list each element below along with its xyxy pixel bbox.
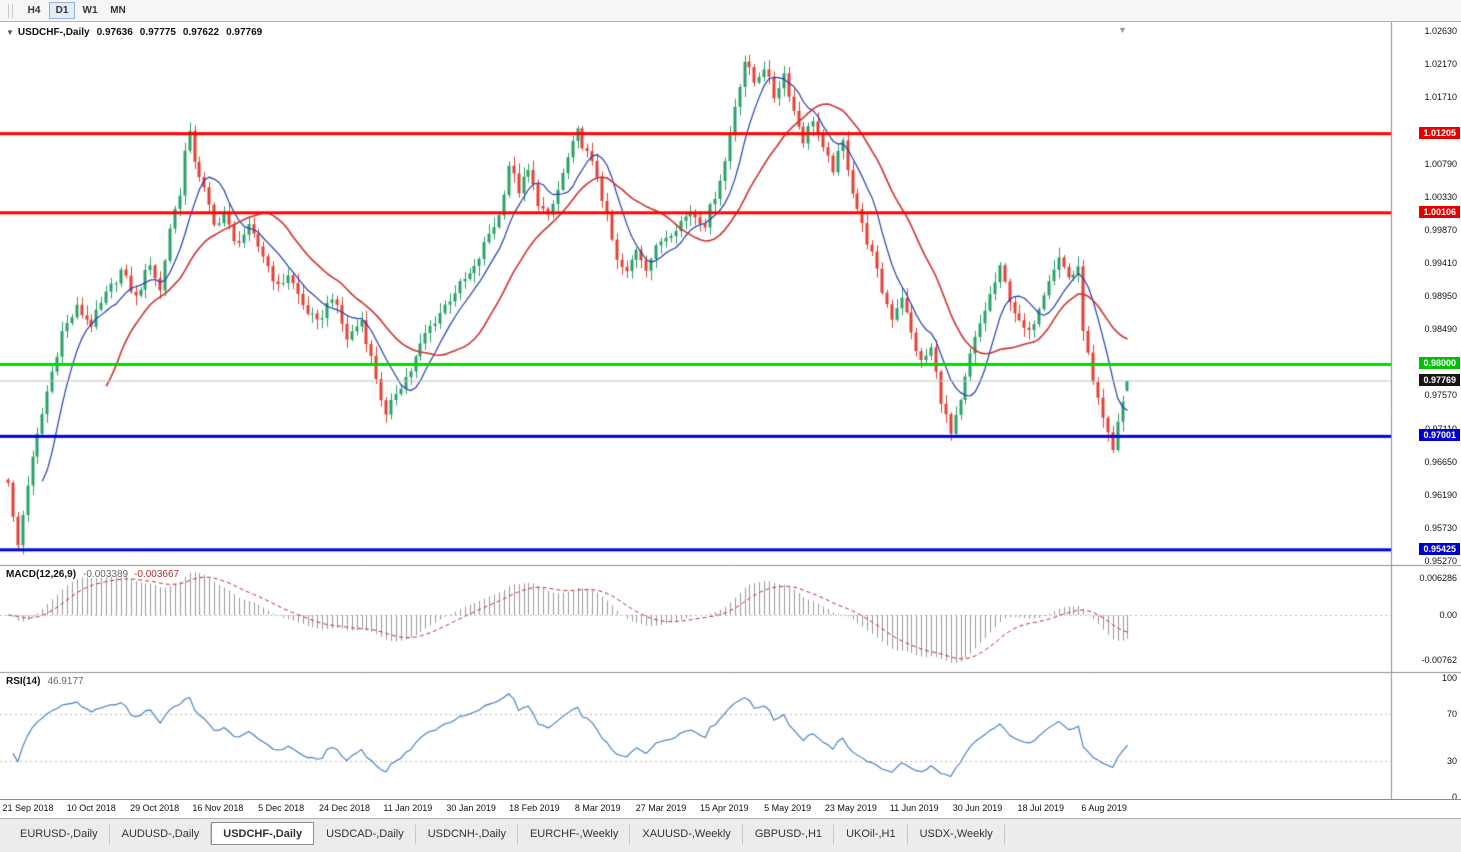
symbol-tab-ukoil-h1[interactable]: UKOil-,H1 bbox=[834, 824, 908, 845]
price-axis-label: 0.97570 bbox=[1424, 390, 1457, 401]
rsi-axis-label: 30 bbox=[1446, 756, 1457, 767]
chart-canvas[interactable] bbox=[0, 22, 1461, 799]
rsi-axis-label: 100 bbox=[1441, 673, 1457, 683]
price-axis-label: 1.02630 bbox=[1424, 26, 1457, 37]
price-axis-badge-1.00106: 1.00106 bbox=[1419, 205, 1460, 218]
price-axis-badge-1.01205: 1.01205 bbox=[1419, 126, 1460, 139]
date-axis-label: 27 Mar 2019 bbox=[635, 803, 687, 813]
price-axis-label: 1.00330 bbox=[1424, 191, 1457, 202]
price-axis-label: 0.98490 bbox=[1424, 324, 1457, 335]
date-axis-label: 24 Dec 2018 bbox=[318, 803, 371, 813]
symbol-tabs: EURUSD-,Daily AUDUSD-,Daily USDCHF-,Daily U… bbox=[8, 822, 1005, 845]
price-axis-badge-0.97769: 0.97769 bbox=[1419, 374, 1460, 387]
chart-shift-marker-icon: ▼ bbox=[1118, 25, 1127, 35]
macd-value: -0.003389 bbox=[83, 569, 129, 580]
price-axis-badge-0.98000: 0.98000 bbox=[1419, 357, 1460, 370]
date-axis-label: 18 Jul 2019 bbox=[1017, 803, 1065, 813]
macd-axis-label: 0.006286 bbox=[1419, 573, 1457, 584]
price-axis-label: 0.96650 bbox=[1424, 456, 1457, 467]
low-value: 0.97622 bbox=[182, 27, 220, 38]
timeframe-buttons: H4 D1 W1 MN bbox=[21, 2, 133, 19]
price-axis-label: 0.95730 bbox=[1424, 522, 1457, 533]
price-axis-label: 0.99410 bbox=[1424, 257, 1457, 268]
price-axis[interactable]: 1.02630 1.02170 1.01710 1.00790 1.00330 0.998… bbox=[1391, 22, 1461, 802]
price-axis-label: 0.96190 bbox=[1424, 489, 1457, 500]
high-value: 0.97775 bbox=[139, 27, 176, 38]
price-axis-badge-0.95425: 0.95425 bbox=[1419, 542, 1460, 555]
rsi-axis-label: 70 bbox=[1446, 708, 1457, 719]
date-axis-label: 5 Dec 2018 bbox=[258, 803, 305, 813]
price-axis-label: 0.99870 bbox=[1424, 224, 1457, 235]
date-axis-label: 10 Oct 2018 bbox=[66, 803, 116, 813]
symbol-period-label: USDCHF-,Daily bbox=[17, 27, 90, 38]
symbol-tab-usdchf-daily[interactable]: USDCHF-,Daily bbox=[211, 822, 315, 845]
date-axis-label: 16 Nov 2018 bbox=[192, 803, 244, 813]
macd-signal-value: -0.003667 bbox=[134, 569, 180, 580]
chart-window: ▼ USDCHF-,Daily 0.97636 0.97775 0.97622 0.977… bbox=[0, 22, 1461, 818]
open-value: 0.97636 bbox=[96, 27, 133, 38]
oneclick-collapse-icon[interactable]: ▼ bbox=[6, 28, 14, 37]
price-axis-label: 1.01710 bbox=[1424, 92, 1457, 103]
symbol-tab-gbpusd-h1[interactable]: GBPUSD-,H1 bbox=[743, 824, 835, 845]
close-value: 0.97769 bbox=[226, 27, 263, 38]
timeframe-button-mn[interactable]: MN bbox=[110, 5, 126, 16]
rsi-name: RSI(14) bbox=[6, 676, 41, 687]
chart-ohlc-header: ▼ USDCHF-,Daily 0.97636 0.97775 0.97622 0.977… bbox=[6, 27, 262, 38]
price-axis-label: 0.95270 bbox=[1424, 556, 1457, 566]
date-axis[interactable]: 21 Sep 2018 10 Oct 2018 29 Oct 2018 16 Nov … bbox=[0, 799, 1461, 818]
timeframe-button-d1[interactable]: D1 bbox=[49, 2, 75, 19]
toolbar-grip[interactable] bbox=[8, 3, 13, 18]
date-axis-label: 6 Aug 2019 bbox=[1081, 803, 1127, 813]
date-axis-label: 11 Jan 2019 bbox=[383, 803, 433, 813]
symbol-tab-eurchf-weekly[interactable]: EURCHF-,Weekly bbox=[518, 824, 631, 845]
rsi-value: 46.9177 bbox=[47, 676, 84, 687]
macd-indicator-label: MACD(12,26,9) -0.003389 -0.003667 bbox=[6, 569, 179, 580]
date-axis-label: 29 Oct 2018 bbox=[130, 803, 180, 813]
date-axis-label: 23 May 2019 bbox=[824, 803, 877, 813]
macd-name: MACD(12,26,9) bbox=[6, 569, 77, 580]
date-axis-label: 8 Mar 2019 bbox=[574, 803, 621, 813]
price-axis-label: 1.02170 bbox=[1424, 59, 1457, 70]
price-axis-label: 0.98950 bbox=[1424, 291, 1457, 302]
date-axis-label: 30 Jun 2019 bbox=[952, 803, 1003, 813]
symbol-tab-usdx-weekly[interactable]: USDX-,Weekly bbox=[908, 824, 1005, 845]
date-axis-label: 5 May 2019 bbox=[764, 803, 812, 813]
symbol-tab-audusd-daily[interactable]: AUDUSD-,Daily bbox=[110, 824, 212, 845]
chart-tabbar: EURUSD-,Daily AUDUSD-,Daily USDCHF-,Daily U… bbox=[0, 818, 1461, 852]
date-axis-label: 15 Apr 2019 bbox=[700, 803, 749, 813]
timeframe-toolbar: H4 D1 W1 MN bbox=[0, 0, 1461, 22]
date-axis-label: 18 Feb 2019 bbox=[509, 803, 560, 813]
date-axis-label: 11 Jun 2019 bbox=[889, 803, 939, 813]
date-axis-label: 30 Jan 2019 bbox=[446, 803, 496, 813]
rsi-axis-label: 0 bbox=[1451, 792, 1457, 802]
symbol-tab-usdcad-daily[interactable]: USDCAD-,Daily bbox=[314, 824, 416, 845]
price-axis-label: 1.00790 bbox=[1424, 158, 1457, 169]
symbol-tab-xauusd-weekly[interactable]: XAUUSD-,Weekly bbox=[630, 824, 743, 845]
timeframe-button-w1[interactable]: W1 bbox=[82, 5, 98, 16]
timeframe-button-h4[interactable]: H4 bbox=[27, 5, 41, 16]
price-axis-label: 0.97110 bbox=[1425, 424, 1457, 434]
macd-axis-label: 0.00 bbox=[1439, 610, 1457, 620]
date-axis-label: 21 Sep 2018 bbox=[2, 803, 54, 813]
rsi-indicator-label: RSI(14) 46.9177 bbox=[6, 676, 84, 687]
symbol-tab-eurusd-daily[interactable]: EURUSD-,Daily bbox=[8, 824, 110, 845]
symbol-tab-usdcnh-daily[interactable]: USDCNH-,Daily bbox=[416, 824, 518, 845]
price-axis-badge-0.97001: 0.97001 bbox=[1419, 429, 1460, 442]
macd-axis-label: -0.00762 bbox=[1421, 654, 1457, 665]
